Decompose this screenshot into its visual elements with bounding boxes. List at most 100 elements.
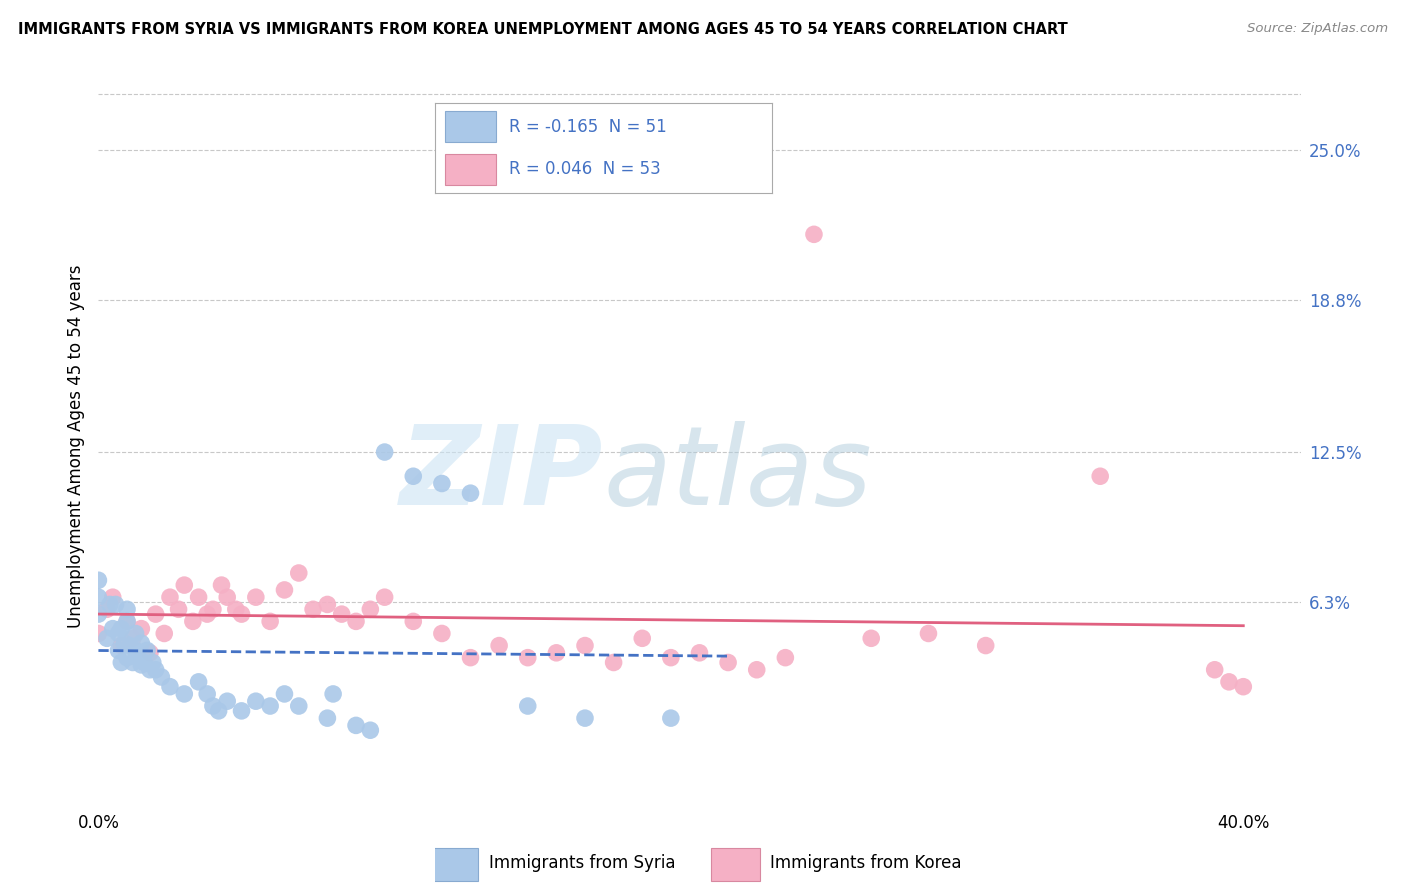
Point <box>201 699 224 714</box>
Point <box>150 670 173 684</box>
Point <box>374 445 396 459</box>
Point <box>259 615 281 629</box>
Point <box>121 656 143 670</box>
Point <box>107 643 129 657</box>
Point <box>195 607 218 621</box>
Point <box>208 704 231 718</box>
Point <box>273 687 295 701</box>
Point <box>1232 680 1254 694</box>
Point <box>231 607 253 621</box>
Point <box>775 650 797 665</box>
Point <box>110 622 132 636</box>
Point <box>316 711 339 725</box>
Point <box>217 694 239 708</box>
Point <box>288 699 311 714</box>
Point <box>87 574 110 588</box>
Point <box>118 639 141 653</box>
Point <box>136 643 159 657</box>
Point <box>110 639 132 653</box>
Point <box>181 615 204 629</box>
Point <box>574 711 596 725</box>
Point <box>139 663 162 677</box>
Point <box>974 639 997 653</box>
Point <box>574 639 596 653</box>
Point <box>516 650 538 665</box>
Point <box>359 723 381 738</box>
Point <box>145 607 167 621</box>
Point <box>195 687 218 701</box>
Point <box>245 694 267 708</box>
Point <box>803 227 825 242</box>
Point <box>546 646 568 660</box>
Point <box>131 622 153 636</box>
Point <box>374 590 396 604</box>
Point <box>115 602 138 616</box>
Point <box>231 704 253 718</box>
Point <box>115 650 138 665</box>
Point <box>430 626 453 640</box>
Point <box>96 632 118 646</box>
Point <box>187 674 209 689</box>
Point <box>173 578 195 592</box>
Point <box>288 566 311 580</box>
Point <box>659 711 682 725</box>
Point <box>302 602 325 616</box>
Point <box>101 622 124 636</box>
Point <box>104 598 127 612</box>
Point <box>98 598 121 612</box>
Point <box>115 615 138 629</box>
Point <box>131 657 153 672</box>
Point <box>173 687 195 701</box>
Point <box>115 615 138 629</box>
Point <box>201 602 224 616</box>
Point <box>142 656 165 670</box>
Point <box>359 602 381 616</box>
Point <box>631 632 654 646</box>
Point <box>124 643 146 657</box>
Point <box>273 582 295 597</box>
Point <box>245 590 267 604</box>
Point <box>107 626 129 640</box>
Point <box>659 650 682 665</box>
Point <box>167 602 190 616</box>
Point <box>217 590 239 604</box>
Point <box>516 699 538 714</box>
Point <box>159 680 181 694</box>
Point <box>1204 663 1226 677</box>
Point <box>96 602 118 616</box>
Text: Source: ZipAtlas.com: Source: ZipAtlas.com <box>1247 22 1388 36</box>
Point <box>460 486 482 500</box>
Point <box>87 590 110 604</box>
Point <box>121 632 143 646</box>
Point <box>124 626 146 640</box>
Point <box>131 636 153 650</box>
Point <box>344 615 367 629</box>
Point <box>187 590 209 604</box>
Point <box>322 687 344 701</box>
Point <box>430 476 453 491</box>
Point <box>211 578 233 592</box>
Point <box>402 615 425 629</box>
Point <box>330 607 353 621</box>
Point <box>87 626 110 640</box>
Point <box>917 626 939 640</box>
Point <box>1218 674 1240 689</box>
Point <box>145 663 167 677</box>
Point <box>344 718 367 732</box>
Point <box>860 632 883 646</box>
Text: ZIP: ZIP <box>399 421 603 528</box>
Point <box>110 656 132 670</box>
Point <box>1088 469 1111 483</box>
Point <box>225 602 247 616</box>
Point <box>128 650 150 665</box>
Text: atlas: atlas <box>603 421 872 528</box>
Point <box>717 656 740 670</box>
Point <box>689 646 711 660</box>
Point <box>101 590 124 604</box>
Point <box>402 469 425 483</box>
Point <box>134 656 156 670</box>
Point <box>139 646 162 660</box>
Point <box>745 663 768 677</box>
Point <box>488 639 510 653</box>
Point <box>602 656 624 670</box>
